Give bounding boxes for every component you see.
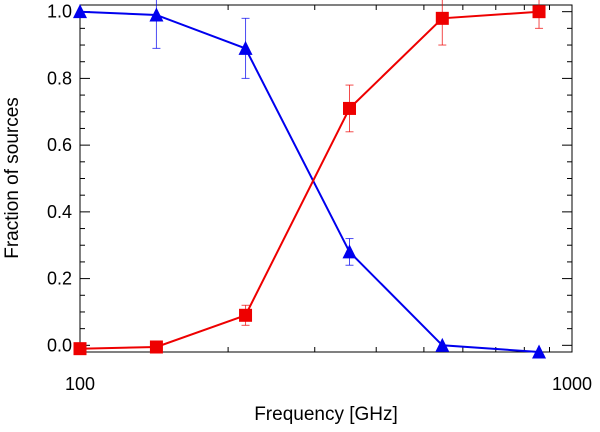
y-tick-label: 0.2 <box>47 269 72 289</box>
y-tick-label: 0.8 <box>47 68 72 88</box>
data-point-square <box>435 11 449 25</box>
series-line <box>79 10 540 353</box>
data-point-square <box>149 340 163 354</box>
series-layer <box>73 0 547 359</box>
data-point-square <box>343 101 357 115</box>
data-point-square <box>73 342 87 356</box>
data-point-triangle <box>238 40 253 55</box>
plot-frame <box>79 4 573 353</box>
y-axis-label: Fraction of sources <box>2 97 23 259</box>
y-tick-label: 1.0 <box>47 2 72 22</box>
y-tick-label: 0.6 <box>47 135 72 155</box>
data-point-triangle <box>73 4 87 19</box>
x-tick-label: 100 <box>65 374 95 394</box>
x-tick-label: 1000 <box>552 374 592 394</box>
series-triangle <box>73 0 547 359</box>
series-line <box>79 10 540 350</box>
y-axis-ticks: 0.0 0.2 0.4 0.6 0.8 1.0 <box>47 2 572 355</box>
data-point-triangle <box>342 244 357 259</box>
y-tick-label: 0.0 <box>47 335 72 355</box>
data-point-square <box>239 308 253 322</box>
series-square <box>73 0 546 356</box>
data-point-triangle <box>532 344 547 359</box>
data-point-triangle <box>435 337 450 352</box>
x-axis-label: Frequency [GHz] <box>254 404 398 425</box>
y-tick-label: 0.4 <box>47 202 72 222</box>
data-point-square <box>532 5 546 19</box>
data-point-triangle <box>149 7 164 22</box>
x-axis-ticks: 100 1000 <box>65 5 592 394</box>
